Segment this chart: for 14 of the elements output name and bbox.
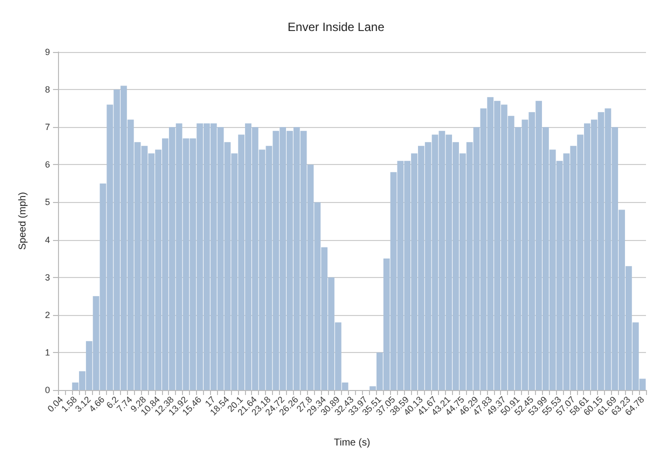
- y-tick-label: 9: [44, 47, 50, 57]
- y-tick-label: 7: [44, 122, 50, 132]
- chart-title: Enver Inside Lane: [288, 20, 385, 34]
- y-tick-label: 2: [44, 310, 50, 320]
- y-tick-label: 3: [44, 272, 50, 282]
- x-tick-label: 0.04: [46, 394, 65, 414]
- y-tick-label: 4: [44, 234, 50, 245]
- y-tick-label: 5: [44, 197, 50, 208]
- x-axis-title: Time (s): [334, 438, 370, 448]
- y-tick-label: 0: [44, 385, 50, 395]
- y-tick-label: 1: [44, 347, 50, 358]
- y-axis-title: Speed (mph): [18, 192, 28, 250]
- y-tick-label: 6: [44, 160, 50, 170]
- y-tick-label: 8: [44, 84, 50, 95]
